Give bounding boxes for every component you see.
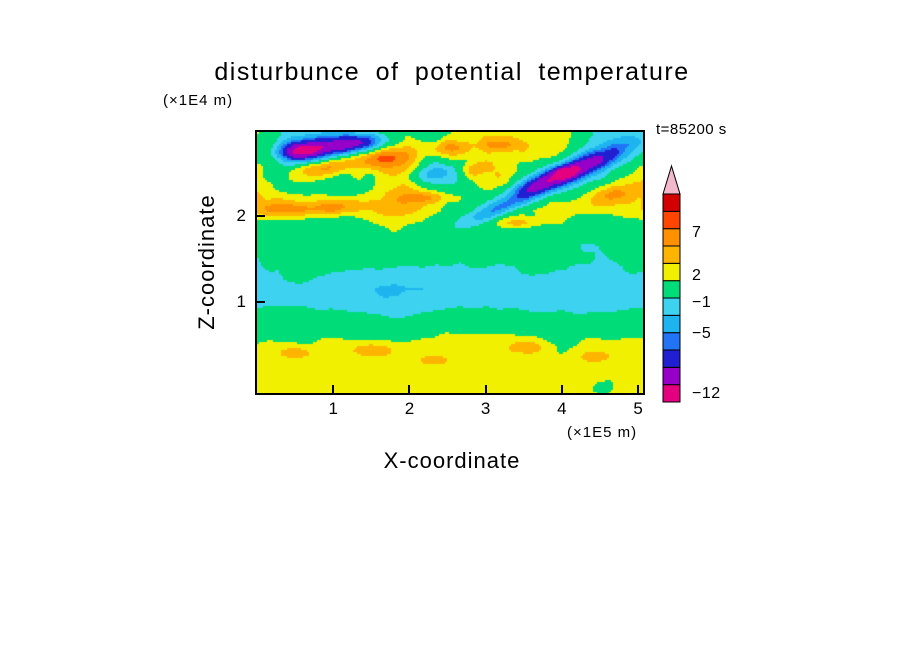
x-tick-label: 4 xyxy=(557,399,567,418)
x-tick-label: 2 xyxy=(404,399,415,418)
colorbar-segment xyxy=(662,366,681,386)
x-tick-label: 1 xyxy=(328,399,338,418)
colorbar-segment xyxy=(662,193,681,212)
x-axis-tick xyxy=(637,385,640,393)
colorbar-arrow xyxy=(662,164,681,195)
plot-area xyxy=(255,130,645,395)
colorbar-segment xyxy=(662,245,681,264)
z-tick-label: 2 xyxy=(236,205,246,225)
colorbar-segment xyxy=(662,262,681,282)
colorbar-segment xyxy=(662,384,681,403)
x-axis-label: X-coordinate xyxy=(383,448,521,473)
contour-field-canvas xyxy=(257,132,643,393)
colorbar-segment xyxy=(662,332,681,351)
colorbar-tick-label: 7 xyxy=(692,223,702,241)
colorbar-segment xyxy=(662,349,681,368)
colorbar-segment xyxy=(662,280,681,299)
colorbar-tick-label: −5 xyxy=(692,325,712,343)
colorbar-segment xyxy=(662,314,681,334)
colorbar xyxy=(662,164,681,403)
x-axis-tick xyxy=(560,385,563,393)
colorbar-segment xyxy=(662,228,681,247)
colorbar-tick-label: −12 xyxy=(692,384,721,402)
time-annotation: t=85200 s xyxy=(656,121,727,138)
x-tick-label: 5 xyxy=(633,399,643,418)
z-axis-tick xyxy=(257,301,265,304)
z-tick-label: 1 xyxy=(236,292,246,312)
y-axis-unit-label: (×1E4 m) xyxy=(163,92,234,109)
colorbar-segment xyxy=(662,297,681,316)
colorbar-tick-label: 2 xyxy=(692,267,702,285)
y-axis-label: Z-coordinate xyxy=(194,194,219,330)
z-axis-tick xyxy=(257,214,265,217)
colorbar-segment xyxy=(662,210,681,230)
x-axis-tick xyxy=(408,385,411,393)
x-axis-tick xyxy=(484,385,487,393)
chart-title: disturbunce of potential temperature xyxy=(214,58,690,86)
x-axis-tick xyxy=(332,385,335,393)
x-axis-unit-label: (×1E5 m) xyxy=(567,424,638,441)
colorbar-tick-label: −1 xyxy=(692,294,712,312)
x-tick-label: 3 xyxy=(480,399,491,418)
